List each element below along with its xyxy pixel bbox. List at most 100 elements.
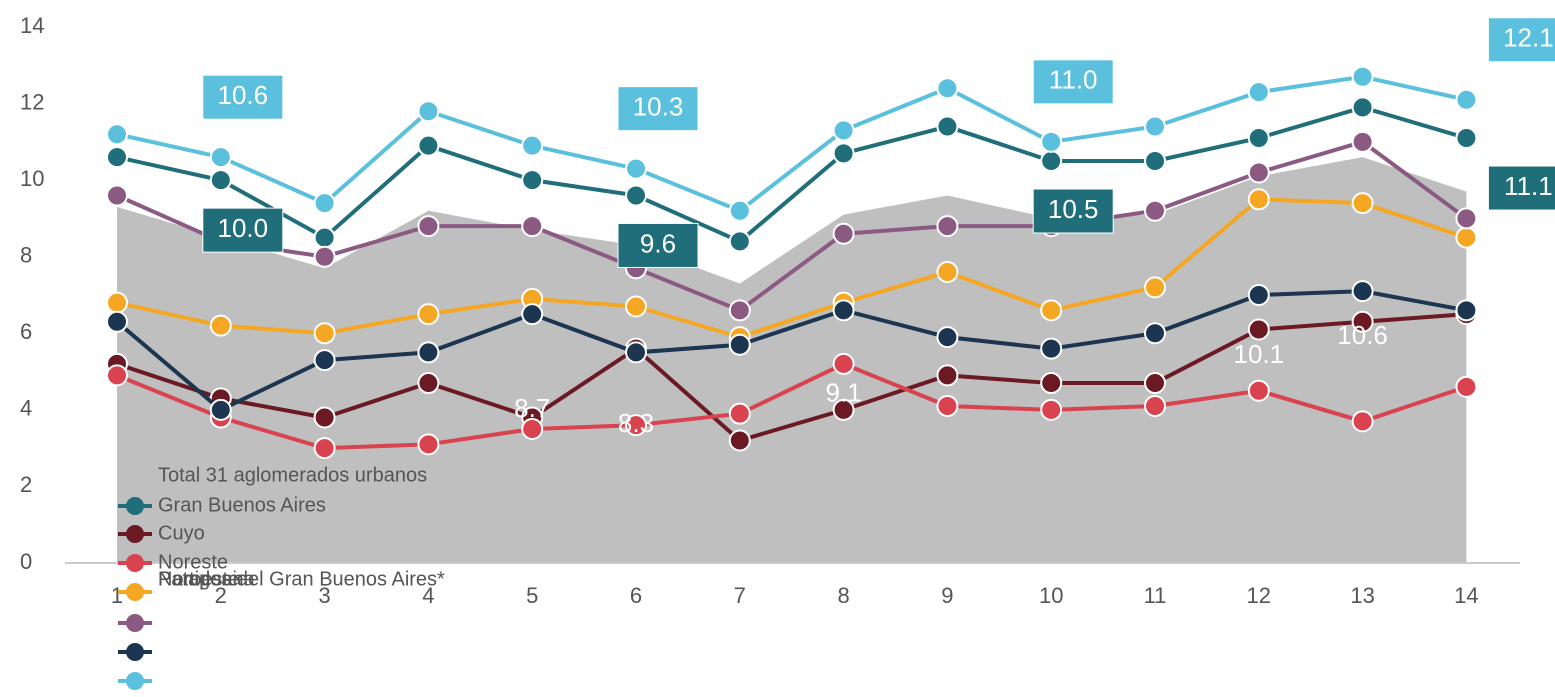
point	[1144, 276, 1166, 299]
point	[209, 146, 232, 169]
point	[728, 429, 751, 452]
point	[625, 157, 647, 180]
point	[521, 303, 544, 326]
point	[1144, 372, 1166, 395]
x-tick-label: 11	[1144, 583, 1167, 608]
point	[106, 310, 128, 333]
data-label: 8.7	[514, 393, 550, 423]
x-tick-label: 10	[1039, 583, 1063, 608]
data-label: 12.1	[1503, 23, 1554, 53]
data-label: 9.1	[826, 377, 862, 407]
point	[106, 146, 128, 169]
point	[936, 261, 959, 284]
label-box	[617, 86, 699, 132]
point	[417, 215, 440, 238]
x-tick-label: 5	[526, 583, 538, 608]
x-tick-label: 2	[215, 583, 227, 608]
point	[832, 142, 855, 165]
point	[1455, 88, 1478, 111]
point	[728, 199, 751, 222]
point	[106, 184, 128, 207]
point	[1144, 199, 1166, 222]
point	[209, 169, 232, 192]
data-label: 9.6	[640, 228, 676, 258]
point	[1455, 127, 1478, 150]
line	[116, 361, 1468, 451]
point	[1455, 226, 1478, 249]
point	[521, 418, 544, 440]
point	[1247, 318, 1270, 341]
line	[116, 312, 1467, 443]
point	[521, 134, 544, 157]
point	[832, 119, 855, 142]
label-box	[617, 222, 699, 268]
point	[1144, 150, 1166, 172]
point	[625, 414, 647, 437]
legend-label: Noroeste	[158, 568, 239, 590]
point	[1040, 337, 1063, 360]
line	[115, 289, 1467, 413]
point	[936, 395, 959, 418]
point	[1247, 81, 1270, 104]
label-box	[1032, 188, 1114, 234]
point	[106, 364, 128, 387]
point	[1455, 299, 1478, 322]
legend-label: Partidos del Gran Buenos Aires*	[158, 568, 445, 590]
point	[728, 230, 751, 253]
x-tick-label: 13	[1350, 583, 1374, 608]
label-box	[1487, 165, 1555, 211]
legend-label: Gran Buenos Aires	[158, 494, 326, 516]
legend-swatch	[120, 466, 140, 486]
data-label: 10.6	[217, 80, 268, 110]
point	[832, 398, 855, 421]
x-tick-label: 9	[941, 583, 953, 608]
legend-marker	[126, 643, 144, 661]
point	[1040, 150, 1063, 172]
x-tick-label: 1	[111, 583, 123, 608]
point	[313, 349, 336, 372]
point	[1040, 398, 1063, 421]
point	[417, 372, 440, 395]
legend-label: Patagonia	[158, 568, 249, 590]
point	[1040, 372, 1063, 395]
point	[313, 226, 336, 249]
y-tick-label: 6	[20, 319, 32, 344]
data-label: 10.5	[1048, 194, 1099, 224]
y-tick-label: 2	[20, 472, 32, 497]
point	[1247, 127, 1270, 150]
point	[417, 134, 440, 157]
y-tick-label: 12	[20, 89, 44, 114]
point	[1351, 192, 1374, 215]
point	[1144, 322, 1166, 345]
legend-label: Total 31 aglomerados urbanos	[158, 464, 427, 486]
data-label: 10.6	[1337, 320, 1388, 350]
point	[106, 123, 128, 146]
point	[1455, 207, 1478, 230]
point	[313, 437, 336, 460]
point	[936, 77, 959, 100]
point	[313, 245, 336, 268]
x-tick-label: 4	[422, 583, 434, 608]
point	[625, 184, 647, 207]
point	[313, 322, 336, 345]
point	[625, 341, 647, 364]
x-tick-label: 3	[318, 583, 330, 608]
point	[1247, 161, 1270, 184]
point	[1040, 130, 1063, 153]
label-box	[1032, 59, 1114, 105]
legend-marker	[126, 672, 144, 690]
point	[1247, 188, 1270, 211]
line	[116, 105, 1467, 244]
point	[1351, 410, 1374, 433]
point	[625, 295, 647, 318]
legend-marker	[126, 525, 144, 543]
point	[417, 341, 440, 364]
line	[116, 197, 1468, 340]
point	[1351, 280, 1374, 303]
point	[521, 215, 544, 238]
point	[728, 333, 751, 356]
legend-label: Pampeana	[158, 568, 256, 590]
point	[1247, 284, 1270, 306]
